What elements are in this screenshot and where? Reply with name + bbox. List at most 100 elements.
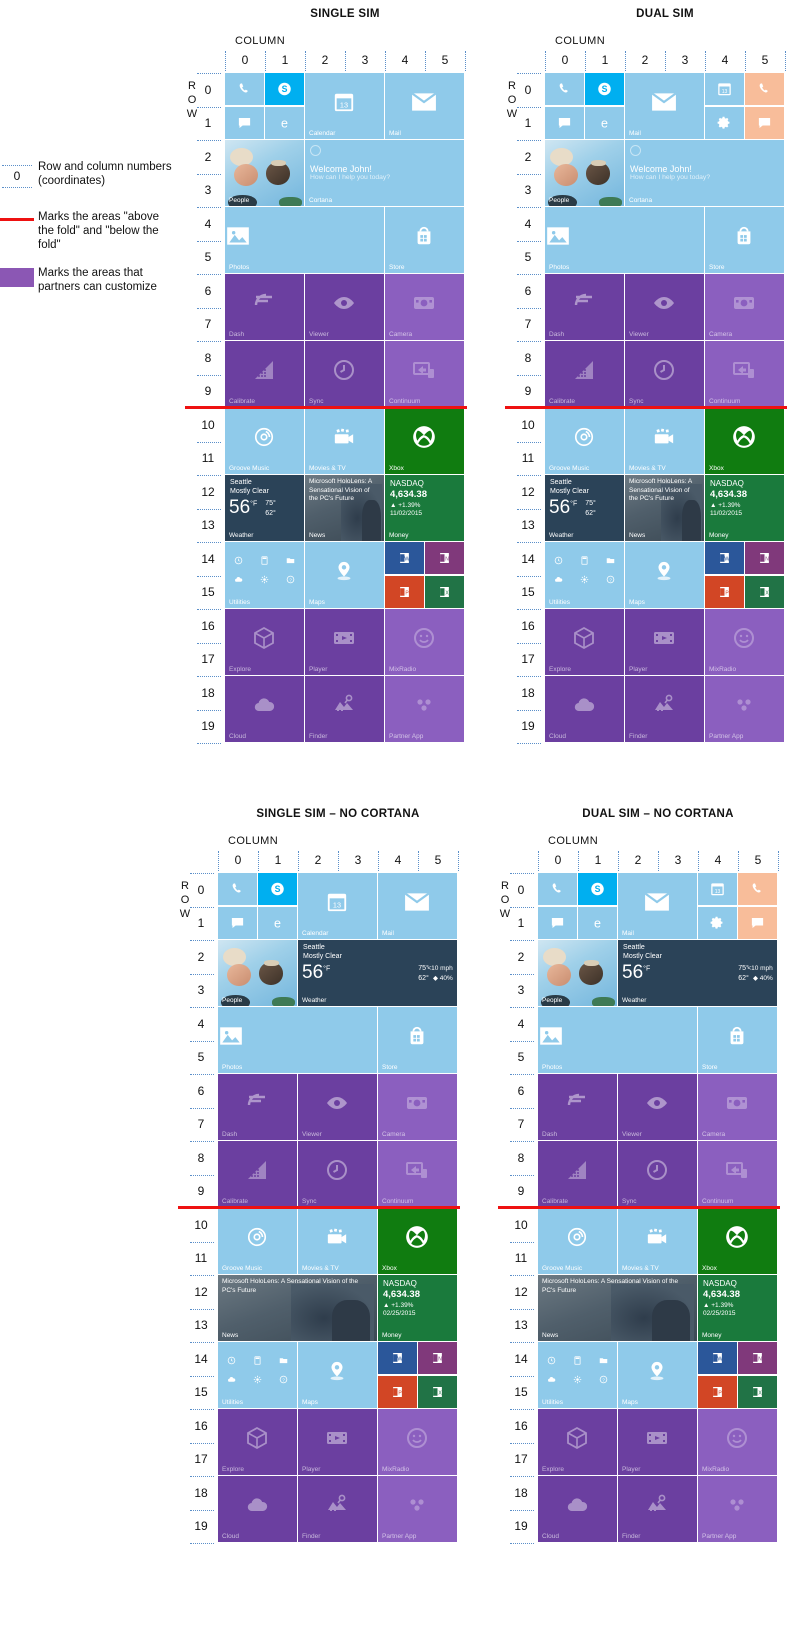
tile-edge[interactable]: e xyxy=(265,106,304,139)
tile-powerpoint[interactable]: P xyxy=(378,1375,417,1408)
tile-phone[interactable] xyxy=(545,73,584,106)
tile-calendar-small[interactable]: 13 xyxy=(705,73,744,106)
tile-mail[interactable]: Mail xyxy=(385,73,464,139)
tile-messaging[interactable] xyxy=(545,106,584,139)
tile-xbox[interactable]: Xbox xyxy=(705,408,784,474)
tile-excel[interactable]: X xyxy=(738,1375,777,1408)
tile-partner-app[interactable]: Partner App xyxy=(705,676,784,742)
tile-weather[interactable]: Seattle Mostly Clear 56°F 75° 62° <10 mph ◆ 40… xyxy=(618,940,777,1006)
tile-word[interactable]: W xyxy=(378,1342,417,1375)
tile-finder[interactable]: Finder xyxy=(625,676,704,742)
tile-calendar[interactable]: 13 Calendar xyxy=(305,73,384,139)
tile-groove-music[interactable]: Groove Music xyxy=(538,1208,617,1274)
tile-cloud[interactable]: Cloud xyxy=(218,1476,297,1542)
tile-viewer[interactable]: Viewer xyxy=(625,274,704,340)
tile-mail[interactable]: Mail xyxy=(625,73,704,139)
tile-skype[interactable]: S xyxy=(578,873,617,906)
tile-dash[interactable]: Dash xyxy=(545,274,624,340)
tile-explore[interactable]: Explore xyxy=(538,1409,617,1475)
tile-word[interactable]: W xyxy=(385,542,424,575)
tile-edge[interactable]: e xyxy=(258,906,297,939)
tile-partner-app[interactable]: Partner App xyxy=(385,676,464,742)
tile-xbox[interactable]: Xbox xyxy=(385,408,464,474)
tile-money[interactable]: NASDAQ 4,634.38 ▲ +1.39% 11/02/2015 Money xyxy=(385,475,464,541)
tile-onenote[interactable]: N xyxy=(738,1342,777,1375)
tile-viewer[interactable]: Viewer xyxy=(305,274,384,340)
tile-calendar-small[interactable]: 13 xyxy=(698,873,737,906)
tile-excel[interactable]: X xyxy=(745,575,784,608)
tile-mixradio[interactable]: MixRadio xyxy=(385,609,464,675)
tile-cloud[interactable]: Cloud xyxy=(225,676,304,742)
tile-excel[interactable]: X xyxy=(418,1375,457,1408)
tile-onenote[interactable]: N xyxy=(745,542,784,575)
tile-viewer[interactable]: Viewer xyxy=(618,1074,697,1140)
tile-groove-music[interactable]: Groove Music xyxy=(225,408,304,474)
tile-settings[interactable] xyxy=(698,906,737,939)
tile-finder[interactable]: Finder xyxy=(298,1476,377,1542)
tile-phone[interactable] xyxy=(225,73,264,106)
tile-messaging-sim2[interactable] xyxy=(745,106,784,139)
tile-store[interactable]: Store xyxy=(385,207,464,273)
tile-maps[interactable]: Maps xyxy=(305,542,384,608)
tile-news[interactable]: Microsoft HoloLens: A Sensational Vision… xyxy=(305,475,384,541)
tile-news[interactable]: Microsoft HoloLens: A Sensational Vision… xyxy=(538,1275,697,1341)
tile-photos[interactable]: Photos xyxy=(225,207,384,273)
tile-phone-sim2[interactable] xyxy=(738,873,777,906)
tile-continuum[interactable]: Continuum xyxy=(705,341,784,407)
tile-weather[interactable]: Seattle Mostly Clear 56°F 75° 62° Weather xyxy=(545,475,624,541)
tile-cortana[interactable]: Welcome John! How can I help you today? Co… xyxy=(305,140,464,206)
tile-partner-app[interactable]: Partner App xyxy=(698,1476,777,1542)
tile-settings[interactable] xyxy=(705,106,744,139)
tile-mail[interactable]: Mail xyxy=(378,873,457,939)
tile-dash[interactable]: Dash xyxy=(538,1074,617,1140)
tile-store[interactable]: Store xyxy=(378,1007,457,1073)
tile-store[interactable]: Store xyxy=(705,207,784,273)
tile-mixradio[interactable]: MixRadio xyxy=(698,1409,777,1475)
tile-skype[interactable]: S xyxy=(585,73,624,106)
tile-sync[interactable]: Sync xyxy=(618,1141,697,1207)
tile-maps[interactable]: Maps xyxy=(618,1342,697,1408)
tile-store[interactable]: Store xyxy=(698,1007,777,1073)
tile-camera[interactable]: Camera xyxy=(705,274,784,340)
tile-calibrate[interactable]: Calibrate xyxy=(225,341,304,407)
tile-maps[interactable]: Maps xyxy=(625,542,704,608)
tile-utilities[interactable]: ? Utilities xyxy=(538,1342,617,1408)
tile-photos[interactable]: Photos xyxy=(218,1007,377,1073)
tile-sync[interactable]: Sync xyxy=(305,341,384,407)
tile-groove-music[interactable]: Groove Music xyxy=(218,1208,297,1274)
tile-finder[interactable]: Finder xyxy=(618,1476,697,1542)
tile-calibrate[interactable]: Calibrate xyxy=(218,1141,297,1207)
tile-player[interactable]: Player xyxy=(618,1409,697,1475)
tile-movies-tv[interactable]: Movies & TV xyxy=(618,1208,697,1274)
tile-utilities[interactable]: ? Utilities xyxy=(545,542,624,608)
tile-weather[interactable]: Seattle Mostly Clear 56°F 75° 62° Weather xyxy=(225,475,304,541)
tile-edge[interactable]: e xyxy=(578,906,617,939)
tile-word[interactable]: W xyxy=(698,1342,737,1375)
tile-phone[interactable] xyxy=(218,873,257,906)
tile-utilities[interactable]: ? Utilities xyxy=(218,1342,297,1408)
tile-news[interactable]: Microsoft HoloLens: A Sensational Vision… xyxy=(218,1275,377,1341)
tile-player[interactable]: Player xyxy=(305,609,384,675)
tile-sync[interactable]: Sync xyxy=(298,1141,377,1207)
tile-people[interactable]: People xyxy=(538,940,617,1006)
tile-viewer[interactable]: Viewer xyxy=(298,1074,377,1140)
tile-maps[interactable]: Maps xyxy=(298,1342,377,1408)
tile-dash[interactable]: Dash xyxy=(225,274,304,340)
tile-explore[interactable]: Explore xyxy=(218,1409,297,1475)
tile-movies-tv[interactable]: Movies & TV xyxy=(305,408,384,474)
tile-mail[interactable]: Mail xyxy=(618,873,697,939)
tile-xbox[interactable]: Xbox xyxy=(378,1208,457,1274)
tile-money[interactable]: NASDAQ 4,634.38 ▲ +1.39% 11/02/2015 Money xyxy=(705,475,784,541)
tile-continuum[interactable]: Continuum xyxy=(385,341,464,407)
tile-people[interactable]: People xyxy=(225,140,304,206)
tile-player[interactable]: Player xyxy=(625,609,704,675)
tile-skype[interactable]: S xyxy=(265,73,304,106)
tile-phone[interactable] xyxy=(538,873,577,906)
tile-explore[interactable]: Explore xyxy=(545,609,624,675)
tile-messaging[interactable] xyxy=(218,906,257,939)
tile-utilities[interactable]: ? Utilities xyxy=(225,542,304,608)
tile-continuum[interactable]: Continuum xyxy=(378,1141,457,1207)
tile-phone-sim2[interactable] xyxy=(745,73,784,106)
tile-people[interactable]: People xyxy=(218,940,297,1006)
tile-calibrate[interactable]: Calibrate xyxy=(545,341,624,407)
